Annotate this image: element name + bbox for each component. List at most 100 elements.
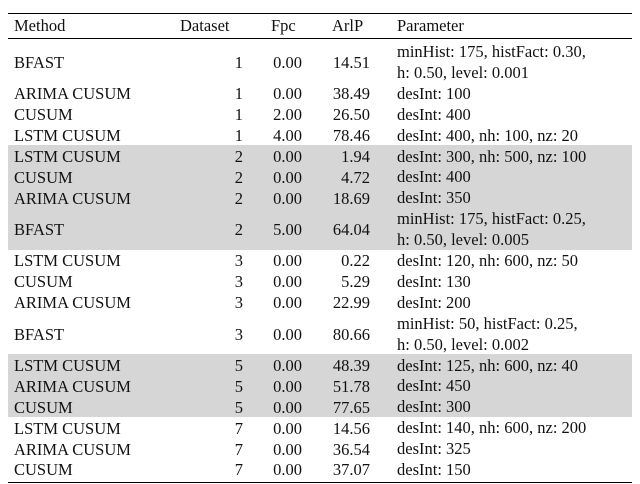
row-shade bbox=[8, 165, 632, 188]
row-shade bbox=[8, 207, 632, 250]
arlp-cell: 38.49 bbox=[332, 84, 370, 104]
parameter-cell: h: 0.50, level: 0.001 bbox=[397, 62, 529, 82]
fpc-cell: 0.00 bbox=[273, 376, 302, 396]
header-rule bbox=[8, 38, 632, 39]
dataset-cell: 7 bbox=[234, 439, 243, 459]
dataset-cell: 1 bbox=[234, 105, 243, 125]
arlp-cell: 14.56 bbox=[332, 418, 370, 438]
fpc-cell: 0.00 bbox=[273, 418, 302, 438]
fpc-cell: 0.00 bbox=[273, 324, 302, 344]
dataset-cell: 3 bbox=[234, 324, 243, 344]
fpc-cell: 5.00 bbox=[273, 220, 302, 240]
method-cell: BFAST bbox=[14, 324, 65, 344]
method-cell: LSTM CUSUM bbox=[14, 251, 121, 271]
method-cell: ARIMA CUSUM bbox=[14, 376, 131, 396]
arlp-cell: 51.78 bbox=[332, 376, 370, 396]
fpc-cell: 4.00 bbox=[273, 126, 302, 146]
row-shade bbox=[8, 395, 632, 418]
method-cell: LSTM CUSUM bbox=[14, 418, 121, 438]
method-cell: CUSUM bbox=[14, 460, 73, 480]
dataset-cell: 5 bbox=[234, 397, 243, 417]
parameter-cell: desInt: 140, nh: 600, nz: 200 bbox=[397, 418, 587, 438]
parameter-cell: desInt: 350 bbox=[397, 188, 471, 208]
row-shade bbox=[8, 354, 632, 376]
fpc-cell: 0.00 bbox=[273, 52, 302, 72]
method-cell: ARIMA CUSUM bbox=[14, 84, 131, 104]
parameter-cell: minHist: 50, histFact: 0.25, bbox=[397, 313, 578, 333]
parameter-cell: desInt: 300, nh: 500, nz: 100 bbox=[397, 146, 587, 166]
fpc-cell: 0.00 bbox=[273, 167, 302, 187]
arlp-cell: 78.46 bbox=[332, 126, 370, 146]
header-parameter: Parameter bbox=[397, 16, 464, 35]
parameter-cell: desInt: 130 bbox=[397, 271, 471, 291]
dataset-cell: 2 bbox=[234, 188, 243, 208]
method-cell: BFAST bbox=[14, 220, 65, 240]
dataset-cell: 1 bbox=[234, 52, 243, 72]
parameter-cell: desInt: 400 bbox=[397, 167, 471, 187]
row-shade bbox=[8, 145, 632, 167]
parameter-cell: desInt: 120, nh: 600, nz: 50 bbox=[397, 251, 579, 270]
method-cell: ARIMA CUSUM bbox=[14, 439, 131, 459]
method-cell: BFAST bbox=[14, 52, 65, 72]
method-cell: CUSUM bbox=[14, 105, 73, 125]
fpc-cell: 0.00 bbox=[273, 84, 302, 104]
dataset-cell: 5 bbox=[234, 355, 243, 375]
fpc-cell: 0.00 bbox=[273, 439, 302, 459]
fpc-cell: 0.00 bbox=[273, 188, 302, 208]
method-cell: ARIMA CUSUM bbox=[14, 293, 131, 313]
arlp-cell: 14.51 bbox=[332, 52, 370, 72]
arlp-cell: 22.99 bbox=[332, 293, 370, 313]
dataset-cell: 3 bbox=[234, 293, 243, 313]
parameter-cell: h: 0.50, level: 0.002 bbox=[397, 334, 529, 354]
dataset-cell: 5 bbox=[234, 376, 243, 396]
dataset-cell: 2 bbox=[234, 220, 243, 240]
parameter-cell: desInt: 150 bbox=[397, 460, 471, 479]
parameter-cell: desInt: 400, nh: 100, nz: 20 bbox=[397, 125, 579, 145]
dataset-cell: 3 bbox=[234, 251, 243, 271]
method-cell: CUSUM bbox=[14, 397, 73, 417]
parameter-cell: desInt: 400 bbox=[397, 104, 471, 124]
parameter-cell: desInt: 325 bbox=[397, 439, 471, 459]
arlp-cell: 5.29 bbox=[341, 272, 370, 292]
method-cell: LSTM CUSUM bbox=[14, 355, 121, 375]
parameter-cell: desInt: 125, nh: 600, nz: 40 bbox=[397, 355, 579, 375]
arlp-cell: 48.39 bbox=[332, 355, 370, 375]
fpc-cell: 0.00 bbox=[273, 293, 302, 313]
arlp-cell: 77.65 bbox=[332, 397, 370, 417]
fpc-cell: 0.00 bbox=[273, 272, 302, 292]
dataset-cell: 3 bbox=[234, 272, 243, 292]
method-cell: ARIMA CUSUM bbox=[14, 188, 131, 208]
arlp-cell: 4.72 bbox=[341, 167, 370, 187]
parameter-cell: minHist: 175, histFact: 0.25, bbox=[397, 209, 586, 229]
dataset-cell: 1 bbox=[234, 84, 243, 104]
header-arlp: ArlP bbox=[332, 16, 364, 35]
arlp-cell: 37.07 bbox=[332, 460, 370, 480]
method-cell: LSTM CUSUM bbox=[14, 146, 121, 166]
header-dataset: Dataset bbox=[180, 16, 230, 35]
arlp-cell: 18.69 bbox=[332, 188, 370, 208]
top-rule bbox=[8, 13, 632, 14]
dataset-cell: 2 bbox=[234, 146, 243, 166]
parameter-cell: h: 0.50, level: 0.005 bbox=[397, 230, 529, 250]
row-shade bbox=[8, 374, 632, 397]
method-cell: LSTM CUSUM bbox=[14, 126, 121, 146]
arlp-cell: 26.50 bbox=[332, 105, 370, 125]
bottom-rule bbox=[8, 482, 632, 483]
dataset-cell: 2 bbox=[234, 167, 243, 187]
dataset-cell: 1 bbox=[234, 126, 243, 146]
parameter-cell: desInt: 300 bbox=[397, 397, 471, 417]
arlp-cell: 64.04 bbox=[332, 220, 370, 240]
fpc-cell: 0.00 bbox=[273, 355, 302, 375]
arlp-cell: 1.94 bbox=[341, 146, 370, 166]
header-fpc: Fpc bbox=[271, 16, 296, 35]
method-cell: CUSUM bbox=[14, 272, 73, 292]
header-method: Method bbox=[14, 16, 66, 35]
fpc-cell: 0.00 bbox=[273, 460, 302, 480]
arlp-cell: 0.22 bbox=[341, 251, 370, 271]
arlp-cell: 80.66 bbox=[332, 324, 370, 344]
dataset-cell: 7 bbox=[234, 460, 243, 480]
parameter-cell: desInt: 100 bbox=[397, 83, 471, 103]
fpc-cell: 0.00 bbox=[273, 251, 302, 271]
parameter-cell: desInt: 450 bbox=[397, 376, 471, 396]
